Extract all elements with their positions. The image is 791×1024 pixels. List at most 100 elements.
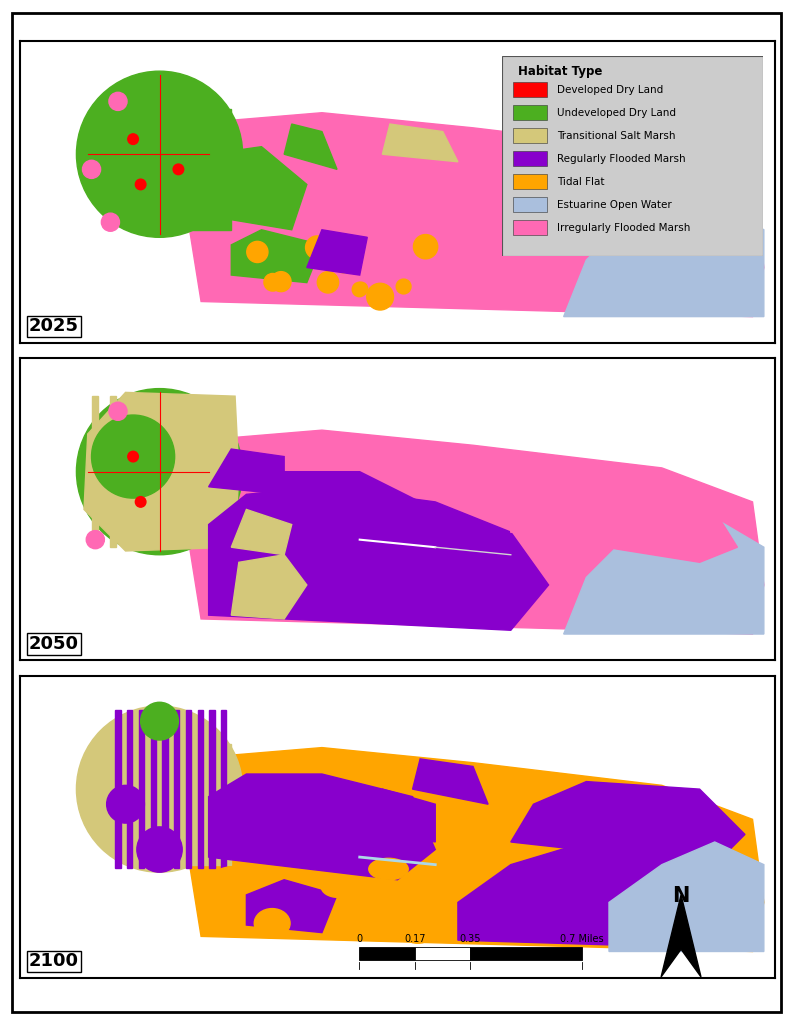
Bar [213, 396, 219, 547]
Circle shape [82, 161, 100, 178]
Ellipse shape [321, 876, 355, 897]
Text: Irregularly Flooded Marsh: Irregularly Flooded Marsh [557, 222, 691, 232]
Text: Developed Dry Land: Developed Dry Land [557, 85, 664, 95]
Text: Habitat Type: Habitat Type [518, 66, 602, 78]
Text: Transitional Salt Marsh: Transitional Salt Marsh [557, 131, 676, 140]
Circle shape [101, 213, 119, 231]
FancyBboxPatch shape [502, 56, 763, 256]
Circle shape [414, 234, 437, 259]
Bar [359, 947, 415, 959]
Bar [186, 710, 191, 868]
Bar [513, 220, 547, 236]
Polygon shape [511, 139, 564, 177]
Ellipse shape [400, 918, 435, 943]
Bar [161, 396, 168, 547]
Ellipse shape [254, 908, 290, 938]
Bar [127, 710, 132, 868]
Circle shape [141, 702, 179, 740]
Bar [162, 710, 168, 868]
Polygon shape [382, 124, 458, 162]
Polygon shape [307, 229, 367, 275]
Circle shape [109, 402, 127, 420]
Circle shape [92, 415, 175, 498]
Circle shape [109, 92, 127, 111]
Text: Estuarine Open Water: Estuarine Open Water [557, 200, 672, 210]
Circle shape [173, 164, 184, 175]
Polygon shape [413, 759, 488, 804]
Circle shape [396, 280, 411, 294]
Circle shape [337, 260, 350, 272]
Polygon shape [209, 486, 549, 631]
Bar [513, 82, 547, 97]
Bar [471, 947, 581, 959]
Polygon shape [209, 774, 435, 880]
Ellipse shape [350, 905, 376, 930]
Text: Tidal Flat: Tidal Flat [557, 177, 604, 186]
Circle shape [271, 271, 291, 292]
Polygon shape [201, 146, 307, 229]
Polygon shape [231, 555, 307, 618]
Text: 0: 0 [357, 934, 362, 944]
Polygon shape [458, 842, 737, 948]
Text: 0.35: 0.35 [460, 934, 481, 944]
Ellipse shape [341, 896, 362, 922]
Polygon shape [171, 743, 231, 864]
Text: Regularly Flooded Marsh: Regularly Flooded Marsh [557, 154, 686, 164]
Bar [513, 152, 547, 166]
Circle shape [135, 497, 146, 507]
Circle shape [247, 242, 268, 262]
Bar [513, 105, 547, 120]
Circle shape [352, 283, 367, 297]
Bar [110, 396, 115, 547]
Bar [115, 710, 120, 868]
Circle shape [264, 273, 282, 291]
Polygon shape [360, 790, 435, 842]
Bar [144, 396, 150, 547]
Circle shape [325, 249, 340, 264]
Polygon shape [564, 510, 764, 634]
Polygon shape [231, 229, 322, 283]
Circle shape [305, 236, 329, 259]
Circle shape [354, 283, 368, 295]
Bar [196, 396, 202, 547]
Circle shape [137, 827, 182, 872]
Polygon shape [284, 124, 337, 169]
Circle shape [128, 452, 138, 462]
Polygon shape [511, 472, 737, 562]
Circle shape [317, 271, 339, 293]
Polygon shape [262, 472, 435, 547]
Bar [179, 396, 184, 547]
Bar [198, 710, 202, 868]
Ellipse shape [369, 858, 408, 880]
Bar [415, 947, 471, 959]
Ellipse shape [384, 889, 427, 914]
Polygon shape [247, 880, 337, 933]
Bar [127, 396, 133, 547]
Polygon shape [609, 842, 764, 951]
Polygon shape [564, 193, 764, 316]
Text: 2050: 2050 [28, 635, 79, 653]
Polygon shape [231, 510, 292, 555]
Polygon shape [186, 430, 764, 634]
Bar [93, 396, 98, 547]
Bar [221, 710, 226, 868]
Circle shape [107, 785, 145, 823]
Bar [210, 710, 214, 868]
Polygon shape [171, 109, 231, 229]
Bar [139, 710, 144, 868]
Text: 2025: 2025 [28, 317, 79, 336]
Circle shape [367, 284, 393, 310]
Circle shape [77, 707, 243, 872]
Polygon shape [511, 781, 745, 864]
Text: 0.7 Miles: 0.7 Miles [560, 934, 604, 944]
Polygon shape [171, 426, 231, 547]
Bar [513, 174, 547, 189]
Circle shape [135, 179, 146, 189]
Polygon shape [186, 748, 764, 951]
Text: 2100: 2100 [28, 952, 79, 971]
Circle shape [128, 134, 138, 144]
Polygon shape [209, 450, 284, 495]
Text: 0.17: 0.17 [404, 934, 426, 944]
Polygon shape [186, 113, 764, 316]
Polygon shape [84, 392, 239, 551]
